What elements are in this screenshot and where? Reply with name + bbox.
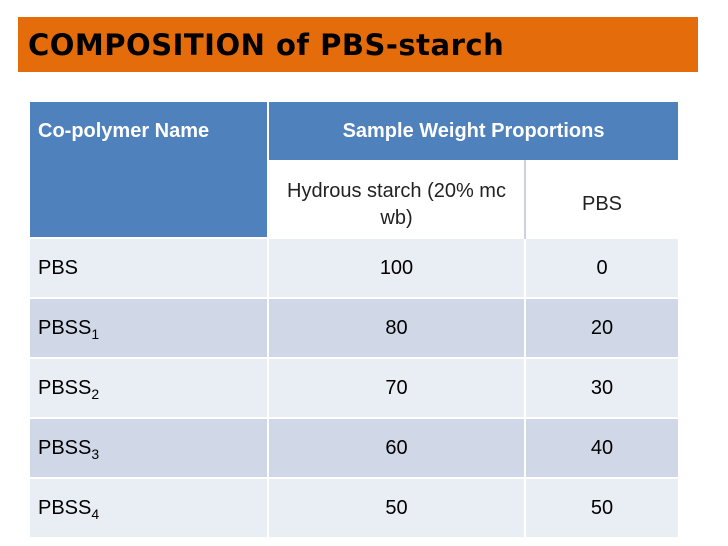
- subheader-hydrous-starch: Hydrous starch (20% mc wb): [267, 160, 525, 238]
- table-row: PBSS2 70 30: [30, 357, 678, 418]
- table-row: PBSS3 60 40: [30, 417, 678, 478]
- row-starch-value: 80: [267, 297, 525, 358]
- row-starch-value: 50: [267, 477, 525, 537]
- subheader-pbs: PBS: [524, 160, 678, 238]
- table-row: PBSS1 80 20: [30, 297, 678, 358]
- row-starch-value: 70: [267, 357, 525, 418]
- row-pbs-value: 50: [524, 477, 678, 537]
- header-row: Co-polymer Name Sample Weight Proportion…: [30, 102, 678, 160]
- row-pbs-value: 20: [524, 297, 678, 358]
- row-name: PBSS1: [30, 297, 268, 358]
- slide-title: COMPOSITION of PBS-starch: [28, 27, 505, 62]
- row-name: PBSS3: [30, 417, 268, 478]
- composition-table: Co-polymer Name Sample Weight Proportion…: [30, 102, 678, 537]
- row-name: PBSS4: [30, 477, 268, 537]
- row-name: PBSS2: [30, 357, 268, 418]
- row-pbs-value: 30: [524, 357, 678, 418]
- table-row: PBS 100 0: [30, 237, 678, 298]
- subheader-row: Hydrous starch (20% mc wb) PBS: [30, 160, 678, 238]
- title-bar: COMPOSITION of PBS-starch: [18, 17, 698, 72]
- header-co-polymer-name: Co-polymer Name: [30, 102, 268, 160]
- header-sample-weight-proportions: Sample Weight Proportions: [267, 102, 678, 160]
- row-starch-value: 100: [267, 237, 525, 298]
- row-starch-value: 60: [267, 417, 525, 478]
- row-name: PBS: [30, 237, 268, 298]
- row-pbs-value: 0: [524, 237, 678, 298]
- row-pbs-value: 40: [524, 417, 678, 478]
- table-row: PBSS4 50 50: [30, 477, 678, 537]
- header-name-spacer: [30, 160, 268, 238]
